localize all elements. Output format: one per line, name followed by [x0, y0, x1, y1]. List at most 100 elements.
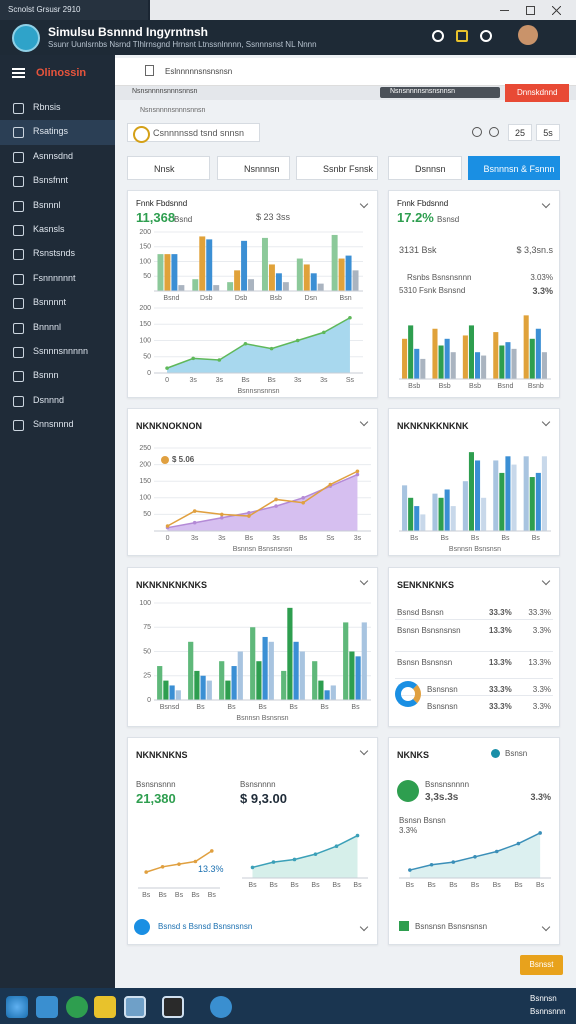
taskbar-app[interactable]: [124, 996, 146, 1018]
y-tick-label: 100: [139, 337, 151, 344]
row-value: $ 3,3sn.s: [516, 245, 553, 255]
bar: [414, 348, 420, 379]
chevron[interactable]: [359, 922, 369, 932]
point: [429, 862, 434, 867]
start-button[interactable]: [6, 996, 28, 1018]
row-label: Bsnsn Bsnsnsn: [397, 658, 453, 667]
chevron[interactable]: [359, 746, 369, 756]
icon[interactable]: [432, 30, 444, 42]
menu-item[interactable]: Fsnnnnnnt: [0, 267, 115, 291]
bar: [178, 285, 185, 291]
filter[interactable]: Nnsk: [127, 156, 210, 180]
point: [516, 841, 521, 846]
x-tick-label: Bs: [311, 882, 320, 889]
avatar: [12, 24, 40, 52]
y-tick-label: 150: [139, 244, 151, 251]
search-box[interactable]: Csnnnnssd tsnd snnsn: [127, 123, 260, 143]
kpi-label: Bsnsnsnnnn: [425, 780, 470, 789]
chevron[interactable]: [359, 199, 369, 209]
taskbar-app[interactable]: [66, 996, 88, 1018]
filter[interactable]: Bsnnnsn & Fsnnn: [468, 156, 560, 180]
chevron[interactable]: [541, 199, 551, 209]
bar: [402, 338, 408, 379]
filter[interactable]: Nsnnnsn: [217, 156, 290, 180]
tab[interactable]: Scnolst Grsusr 2910: [0, 0, 148, 20]
filter[interactable]: Dsnnsn: [388, 156, 462, 180]
taskbar-app[interactable]: [210, 996, 232, 1018]
footer-button[interactable]: Bsnsst: [520, 955, 563, 975]
settings-icon[interactable]: [489, 127, 499, 137]
bar: [499, 345, 505, 379]
menu-item[interactable]: Bsnsfnnt: [0, 169, 115, 193]
user-avatar[interactable]: [518, 25, 538, 45]
x-tick-label: Bs: [353, 882, 362, 889]
bar: [414, 506, 420, 531]
bar-chart: Bsb Bsb Bsb Bsnd Bsnb: [399, 315, 551, 390]
page-size[interactable]: 25: [508, 124, 532, 141]
point: [220, 512, 224, 517]
y-tick-label: 25: [143, 673, 151, 680]
bar: [529, 338, 535, 379]
footer-link[interactable]: Bsnsd s Bsnsd Bsnsnsnsn: [158, 922, 253, 931]
point: [322, 330, 326, 335]
status-pill: Nsnsnnnnsnsnsnnsn: [380, 87, 500, 98]
x-tick-label: Bsb: [439, 383, 451, 390]
taskbar-app[interactable]: [94, 996, 116, 1018]
menu-item[interactable]: Bsnnn: [0, 364, 115, 388]
area-chart: Bs Bs Bs Bs Bs Bs Bs: [399, 831, 551, 889]
search-icon[interactable]: [472, 127, 482, 137]
point: [355, 469, 360, 474]
x-tick-label: Bs: [245, 535, 254, 542]
point: [355, 833, 360, 838]
url[interactable]: Eslnnnnnsnsnsnsn: [165, 67, 233, 76]
x-tick-label: Bs: [258, 704, 267, 711]
taskbar-app[interactable]: [162, 996, 184, 1018]
action-button[interactable]: Dnnskdnnd: [505, 84, 569, 102]
close[interactable]: [552, 6, 561, 15]
chevron[interactable]: [359, 576, 369, 586]
panel: NKNKNKNS Bsnsnsnnn 21,380 Bsnsnnnn $ 9,3…: [127, 737, 378, 945]
bar: [541, 456, 547, 531]
point: [292, 857, 297, 862]
menu-item[interactable]: Bnnnnl: [0, 316, 115, 340]
sub-label: Bsnsn Bsnsn: [399, 816, 446, 825]
page-size[interactable]: 5s: [536, 124, 560, 141]
chevron[interactable]: [541, 576, 551, 586]
panel-title: NKNKNKNS: [136, 750, 188, 760]
menu-item[interactable]: Kasnsls: [0, 218, 115, 242]
dropdown[interactable]: Bsnsn: [505, 749, 528, 758]
icon[interactable]: [456, 30, 468, 42]
menu-item[interactable]: Rsnstsnds: [0, 242, 115, 266]
menu-icon: [12, 72, 25, 74]
icon[interactable]: [480, 30, 492, 42]
kpi-unit: Bsnd: [174, 215, 193, 224]
y-tick-label: 50: [143, 511, 151, 518]
x-tick-label: Bsnd: [497, 383, 513, 390]
x-tick-label: 3s: [216, 377, 224, 384]
menu-item[interactable]: Snnsnnnd: [0, 413, 115, 437]
chevron[interactable]: [359, 417, 369, 427]
bar: [157, 666, 163, 700]
menu-item[interactable]: Dsnnnd: [0, 389, 115, 413]
point: [334, 844, 339, 848]
chevron[interactable]: [541, 922, 551, 932]
menu-item[interactable]: Asnnsdnd: [0, 145, 115, 169]
menu-icon[interactable]: [12, 68, 25, 78]
menu-item[interactable]: Rbnsis: [0, 96, 115, 120]
x-tick-label: Bs: [196, 704, 205, 711]
bar: [468, 325, 474, 379]
menu-item[interactable]: Rsatings: [0, 120, 115, 145]
maximize[interactable]: [526, 6, 535, 15]
filter[interactable]: Ssnbr Fsnsk: [296, 156, 378, 180]
menu-item[interactable]: Bsnnnnt: [0, 291, 115, 315]
minimize[interactable]: [500, 10, 509, 19]
bar: [355, 656, 361, 700]
menu-item[interactable]: Ssnnnsnnnnn: [0, 340, 115, 364]
taskbar-app[interactable]: [36, 996, 58, 1018]
chevron[interactable]: [541, 417, 551, 427]
y-tick-label: 250: [139, 445, 151, 452]
bar: [219, 661, 225, 700]
menu-item[interactable]: Bsnnnl: [0, 194, 115, 218]
bar: [438, 497, 444, 531]
